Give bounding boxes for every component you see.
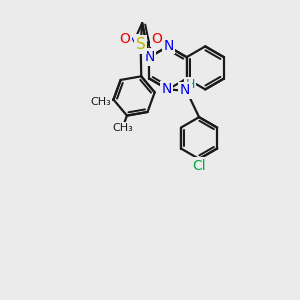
Text: H: H	[185, 78, 195, 92]
Text: N: N	[179, 83, 190, 97]
Text: O: O	[119, 32, 130, 46]
Text: CH₃: CH₃	[112, 123, 133, 133]
Text: N: N	[164, 39, 174, 53]
Text: CH₃: CH₃	[90, 97, 111, 107]
Text: Cl: Cl	[192, 158, 206, 172]
Text: O: O	[151, 32, 162, 46]
Text: N: N	[144, 50, 154, 64]
Text: N: N	[161, 82, 172, 96]
Text: S: S	[136, 37, 146, 52]
Text: N: N	[128, 36, 139, 50]
